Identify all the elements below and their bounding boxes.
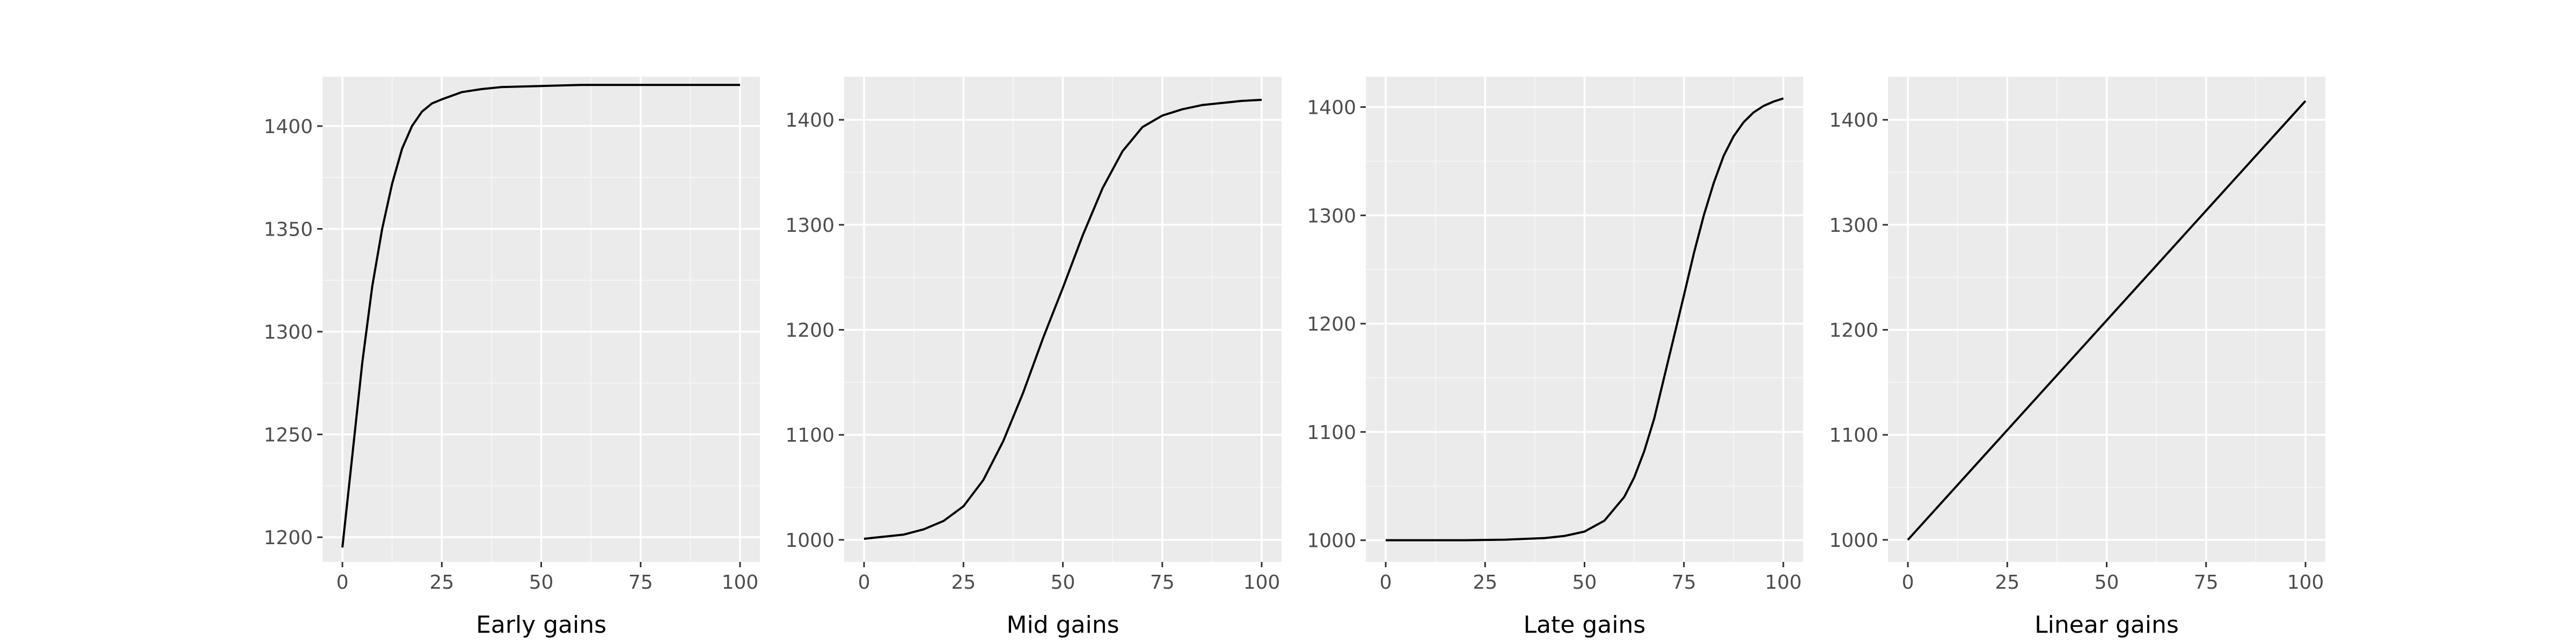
x-tick-label: 75 (1150, 572, 1175, 594)
x-tick-label: 25 (429, 572, 454, 594)
x-tick-label: 100 (2287, 572, 2324, 594)
y-tick-label: 1000 (1829, 530, 1878, 552)
y-tick-label: 1200 (1307, 313, 1356, 335)
y-tick-label: 1100 (1829, 425, 1878, 447)
panel-early-gains: 0 25 50 75 100 1200 1250 1300 1350 1400 Early gain… (264, 77, 760, 639)
x-tick-label: 75 (628, 572, 653, 594)
series-line (1386, 97, 1784, 541)
y-tick-label: 1200 (785, 320, 835, 342)
y-tick-label: 1300 (785, 215, 835, 237)
x-axis-title: Mid gains (1006, 611, 1119, 639)
y-tick-label: 1000 (1307, 530, 1356, 552)
x-tick-label: 75 (2194, 572, 2219, 594)
series-line (863, 99, 1262, 540)
y-tick-label: 1100 (1307, 422, 1356, 444)
x-tick-label: 0 (1380, 572, 1392, 594)
x-tick-label: 0 (336, 572, 349, 594)
y-tick-label: 1200 (1829, 320, 1878, 342)
y-tick-label: 1350 (264, 218, 313, 240)
x-tick-label: 25 (1995, 572, 2019, 594)
x-tick-label: 100 (722, 572, 759, 594)
y-tick-label: 1200 (264, 527, 313, 549)
x-axis-title: Late gains (1524, 611, 1646, 639)
y-tick-label: 1250 (264, 425, 313, 447)
y-tick-label: 1000 (785, 530, 835, 552)
y-tick-label: 1100 (785, 425, 835, 447)
x-tick-label: 50 (1051, 572, 1075, 594)
x-axis-title: Linear gains (2035, 611, 2179, 639)
y-tick-label: 1300 (1307, 205, 1356, 227)
y-tick-label: 1300 (1829, 215, 1878, 237)
x-tick-label: 25 (951, 572, 976, 594)
y-tick-label: 1300 (264, 321, 313, 343)
x-tick-label: 50 (2095, 572, 2119, 594)
x-tick-label: 50 (1572, 572, 1597, 594)
x-tick-label: 50 (529, 572, 554, 594)
series-line (341, 84, 740, 548)
x-tick-label: 0 (1902, 572, 1914, 594)
x-axis-title: Early gains (476, 611, 606, 639)
series-line (1907, 100, 2307, 541)
x-tick-label: 100 (1243, 572, 1280, 594)
y-tick-label: 1400 (1829, 109, 1878, 131)
y-tick-label: 1400 (785, 109, 835, 131)
panel-linear-gains: 0 25 50 75 100 1000 1100 1200 1300 1400 Linear gai… (1829, 77, 2325, 639)
x-tick-label: 0 (858, 572, 870, 594)
panel-mid-gains: 0 25 50 75 100 1000 1100 1200 1300 1400 Mid gains (785, 77, 1282, 639)
x-tick-label: 100 (1765, 572, 1802, 594)
x-tick-label: 25 (1473, 572, 1497, 594)
y-tick-label: 1400 (1307, 97, 1356, 119)
x-tick-label: 75 (1672, 572, 1696, 594)
y-tick-label: 1400 (264, 116, 313, 138)
panel-late-gains: 0 25 50 75 100 1000 1100 1200 1300 1400 Late gains (1307, 77, 1803, 639)
